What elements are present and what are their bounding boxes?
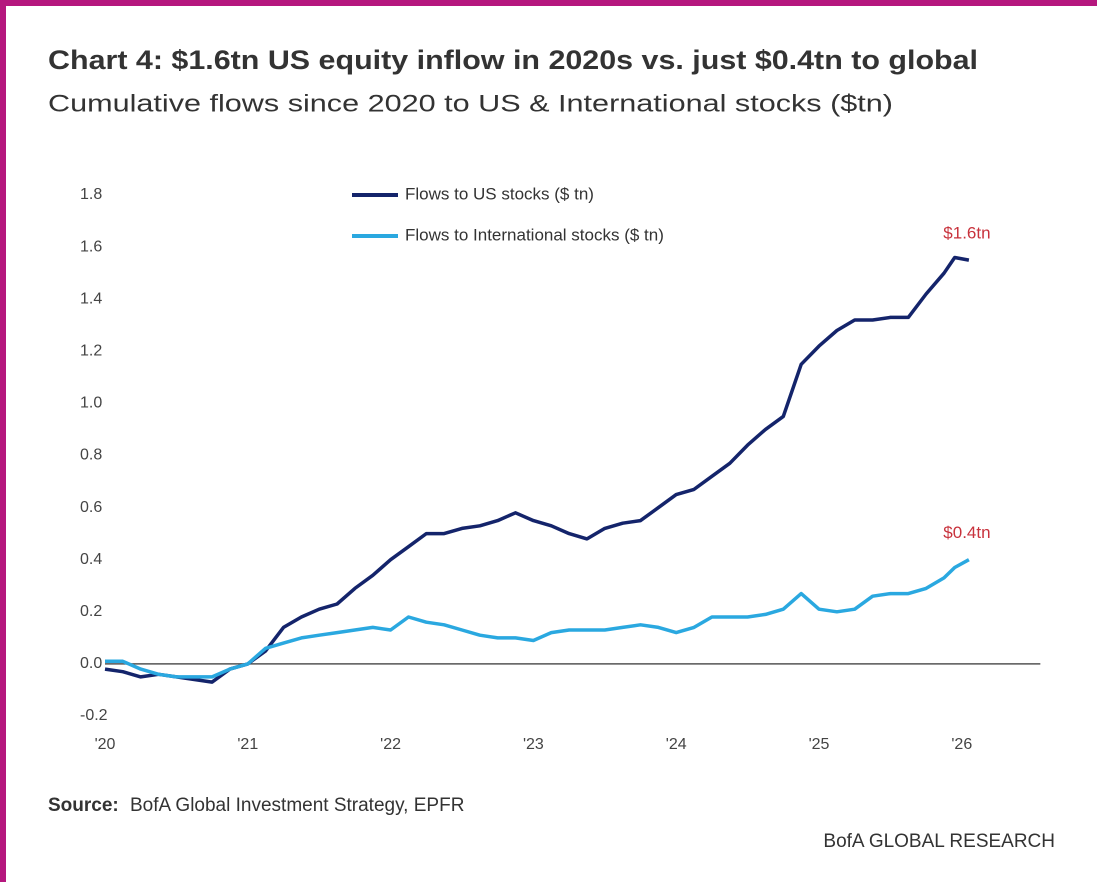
x-tick-label: '23: [523, 736, 544, 753]
y-tick-label: 0.8: [80, 447, 102, 464]
legend-label: Flows to US stocks ($ tn): [405, 184, 594, 203]
y-tick-label: 1.4: [80, 290, 102, 307]
x-tick-label: '26: [951, 736, 972, 753]
x-tick-label: '20: [95, 736, 116, 753]
series-line: [105, 558, 970, 679]
y-tick-label: 1.8: [80, 186, 102, 203]
series-line: [104, 255, 970, 684]
x-tick-label: '22: [380, 736, 401, 753]
y-tick-label: 0.0: [80, 655, 102, 672]
x-tick-label: '24: [666, 736, 687, 753]
footer: BofA GLOBAL RESEARCH: [823, 831, 1055, 852]
y-tick-label: 1.2: [80, 343, 102, 360]
source-label: Source:: [48, 795, 119, 816]
end-annotation: $1.6tn: [943, 224, 990, 243]
source-text: BofA Global Investment Strategy, EPFR: [130, 795, 464, 816]
x-tick-label: '25: [809, 736, 830, 753]
y-tick-label: 1.0: [80, 395, 102, 412]
y-tick-label: 1.6: [80, 238, 102, 255]
y-tick-label: 0.4: [80, 551, 102, 568]
y-tick-label: -0.2: [80, 707, 108, 724]
chart-title: Chart 4: $1.6tn US equity inflow in 2020…: [48, 45, 978, 75]
y-tick-label: 0.6: [80, 499, 102, 516]
end-annotation: $0.4tn: [943, 523, 990, 542]
legend-label: Flows to International stocks ($ tn): [405, 225, 664, 244]
y-tick-label: 0.2: [80, 603, 102, 620]
chart-subtitle: Cumulative flows since 2020 to US & Inte…: [48, 90, 893, 117]
x-tick-label: '21: [237, 736, 258, 753]
